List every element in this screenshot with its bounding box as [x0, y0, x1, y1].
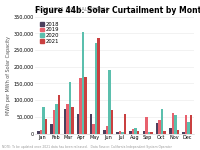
Bar	[37, 131, 40, 134]
Bar	[79, 78, 82, 134]
Bar	[132, 129, 134, 134]
Text: NOTE: To be updated once 2021 data has been released.   Data Source: California : NOTE: To be updated once 2021 data has b…	[2, 145, 172, 149]
Bar	[174, 115, 177, 134]
Bar	[124, 114, 126, 134]
Bar	[187, 122, 190, 134]
Bar	[90, 114, 92, 134]
Bar	[163, 131, 166, 134]
Bar	[71, 107, 74, 134]
Legend: 2018, 2019, 2020, 2021: 2018, 2019, 2020, 2021	[39, 21, 60, 45]
Bar	[172, 113, 174, 134]
Bar	[66, 103, 69, 134]
Bar	[92, 124, 95, 134]
Bar	[129, 131, 132, 134]
Bar	[53, 110, 55, 134]
Bar	[42, 107, 45, 134]
Bar	[95, 44, 97, 134]
Bar	[69, 82, 71, 134]
Bar	[182, 132, 185, 134]
Bar	[50, 124, 53, 134]
Bar	[108, 70, 111, 134]
Bar	[134, 128, 137, 134]
Bar	[84, 77, 87, 134]
Bar	[145, 117, 148, 134]
Bar	[161, 108, 163, 134]
Bar	[45, 118, 47, 134]
Bar	[40, 130, 42, 134]
Bar	[111, 110, 113, 134]
Bar	[190, 115, 192, 134]
Bar	[121, 132, 124, 134]
Bar	[185, 115, 187, 134]
Bar	[158, 120, 161, 134]
Bar	[106, 126, 108, 134]
Bar	[55, 103, 58, 134]
Bar	[143, 131, 145, 134]
Y-axis label: MWh per MWh of Solar Capacity: MWh per MWh of Solar Capacity	[6, 36, 11, 115]
Text: Figure 44b. Solar Curtailment by Month: Figure 44b. Solar Curtailment by Month	[35, 6, 200, 15]
Bar	[148, 132, 150, 134]
Bar	[97, 38, 100, 134]
Bar	[169, 128, 172, 134]
Bar	[177, 130, 179, 134]
Bar	[137, 131, 139, 134]
Bar	[64, 108, 66, 134]
Bar	[58, 95, 60, 134]
Bar	[156, 123, 158, 134]
Bar	[103, 130, 106, 134]
Bar	[77, 114, 79, 134]
Bar	[116, 132, 119, 134]
Text: 2016-2021 ISO, CALIFORNIA: 2016-2021 ISO, CALIFORNIA	[35, 7, 109, 12]
Bar	[150, 132, 153, 134]
Bar	[119, 131, 121, 134]
Bar	[82, 32, 84, 134]
